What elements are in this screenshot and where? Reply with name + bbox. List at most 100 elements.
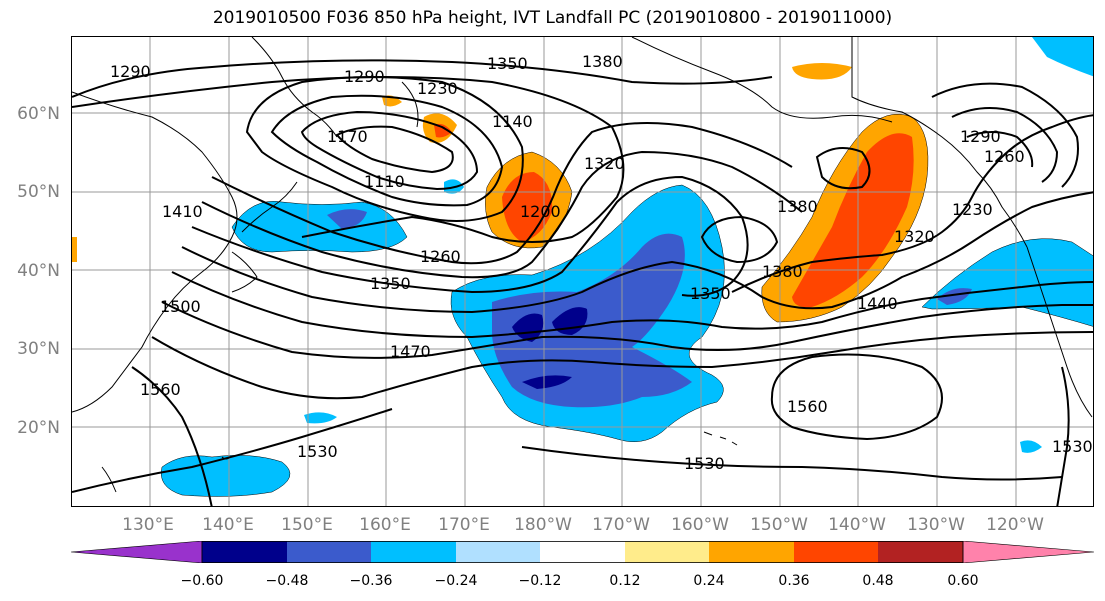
colorbar-tick: −0.60 — [180, 573, 224, 589]
contour-1530-south — [521, 446, 1063, 481]
contour-label: 1380 — [777, 197, 818, 216]
shade-neg-central-mid — [492, 233, 692, 408]
contour-label: 1440 — [857, 294, 898, 313]
colorbar-tick: 0.12 — [609, 573, 641, 589]
colorbar-bin — [287, 541, 371, 563]
colorbar-tick: −0.48 — [265, 573, 309, 589]
contour-1560-east — [770, 353, 943, 441]
lat-label-60n: 60°N — [17, 104, 60, 124]
lon-label-130w: 130°W — [907, 515, 965, 535]
contour-label: 1380 — [762, 262, 803, 281]
colorbar-arrow-right — [962, 541, 1094, 563]
contour-label: 1110 — [364, 172, 405, 191]
contour-1290-north — [72, 59, 773, 98]
shade-neg-south-small — [304, 412, 337, 424]
contour-label: 1320 — [894, 227, 935, 246]
colorbar-tick: −0.24 — [434, 573, 478, 589]
contour-1440 — [171, 271, 1093, 339]
lon-label-150e: 150°E — [281, 515, 333, 535]
contour-labels: 1290 1290 1350 1380 1230 1140 1170 1110 … — [110, 52, 1093, 473]
contour-ne-low-2 — [951, 107, 1059, 183]
lat-label-30n: 30°N — [17, 339, 60, 359]
coast-hawaii — [703, 431, 738, 446]
contour-label: 1530 — [297, 442, 338, 461]
contour-ring-east — [700, 215, 779, 264]
shade-pos-north-small-red — [434, 123, 452, 138]
contour-1260 — [211, 122, 793, 265]
colorbar-bin — [794, 541, 878, 563]
contour-label: 1320 — [584, 154, 625, 173]
colorbar — [71, 541, 1094, 563]
contour-label: 1560 — [787, 397, 828, 416]
contour-1410 — [181, 191, 1093, 314]
contour-1560-west — [131, 366, 213, 506]
lat-label-50n: 50°N — [17, 182, 60, 202]
contour-label: 1500 — [160, 297, 201, 316]
map-panel: 1290 1290 1350 1380 1230 1140 1170 1110 … — [71, 36, 1094, 507]
colorbar-tick: 0.60 — [947, 573, 979, 589]
coast-usw — [1026, 246, 1093, 418]
colorbar-tick: −0.12 — [518, 573, 562, 589]
lon-label-180w: 180°W — [514, 515, 572, 535]
colorbar-tick: −0.36 — [349, 573, 393, 589]
lon-label-170w: 170°W — [592, 515, 650, 535]
shade-neg-east-mid — [937, 288, 972, 305]
contour-1530-east — [1056, 366, 1070, 506]
lon-label-160w: 160°W — [671, 515, 729, 535]
colorbar-bin — [371, 541, 456, 563]
map-canvas: 1290 1290 1350 1380 1230 1140 1170 1110 … — [72, 37, 1093, 506]
lon-label-160e: 160°E — [359, 515, 411, 535]
lat-label-20n: 20°N — [17, 418, 60, 438]
contour-1470 — [161, 301, 1093, 359]
shade-pos-ne-red — [792, 133, 914, 308]
contour-label: 1380 — [582, 52, 623, 71]
contour-low-4 — [335, 125, 454, 174]
coast-asia — [72, 91, 238, 413]
height-contours — [72, 59, 1093, 506]
contour-label: 1230 — [952, 200, 993, 219]
shade-neg-japan-mid — [327, 209, 367, 229]
contour-ring-east-2 — [815, 147, 871, 190]
contour-label: 1530 — [1052, 437, 1093, 456]
lon-label-170e: 170°E — [438, 515, 490, 535]
contour-label: 1560 — [140, 380, 181, 399]
map-title: 2019010500 F036 850 hPa height, IVT Land… — [212, 8, 893, 28]
contour-label: 1290 — [344, 67, 385, 86]
shade-neg-ne-corner — [1032, 37, 1093, 77]
contour-low-2 — [270, 94, 504, 207]
colorbar-tick: 0.24 — [693, 573, 725, 589]
contour-label: 1290 — [110, 62, 151, 81]
shade-neg-central-dark3 — [522, 375, 572, 389]
contour-label: 1290 — [960, 127, 1001, 146]
contour-outer-1 — [72, 76, 625, 243]
shade-pos-west-small — [72, 237, 77, 262]
colorbar-tick: 0.48 — [862, 573, 894, 589]
shade-pos-alaska-small — [792, 63, 852, 80]
lon-label-130e: 130°E — [122, 515, 174, 535]
colorbar-bin — [625, 541, 709, 563]
contour-label: 1260 — [420, 247, 461, 266]
contour-1500 — [151, 331, 1093, 400]
lon-label-140e: 140°E — [202, 515, 254, 535]
contour-1350 — [191, 175, 749, 297]
coast-alaska — [401, 37, 893, 128]
contour-low-1 — [245, 76, 524, 222]
coastlines — [72, 37, 1093, 493]
contour-label: 1260 — [984, 147, 1025, 166]
lon-label-140w: 140°W — [828, 515, 886, 535]
colorbar-arrow-left — [71, 541, 203, 563]
contour-ne-low-1 — [931, 82, 1079, 188]
shade-neg-south-right — [1020, 440, 1042, 453]
contour-label: 1350 — [690, 284, 731, 303]
lon-label-120w: 120°W — [986, 515, 1044, 535]
contour-1530-sw — [72, 408, 393, 493]
lon-label-150w: 150°W — [750, 515, 808, 535]
shade-neg-central-dark1 — [512, 313, 544, 342]
colorbar-bin — [202, 541, 287, 563]
contour-low-3 — [300, 110, 479, 191]
shade-neg-south-left — [160, 455, 291, 497]
contour-label: 1530 — [684, 454, 725, 473]
colorbar-tick: 0.36 — [778, 573, 810, 589]
contour-label: 1410 — [162, 202, 203, 221]
contour-label: 1230 — [417, 79, 458, 98]
